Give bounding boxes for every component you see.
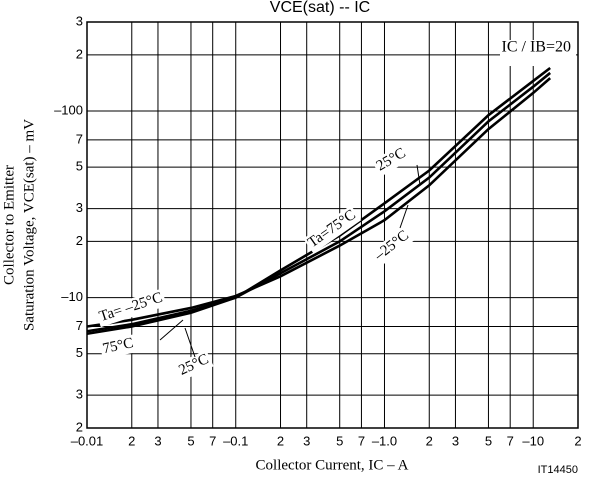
x-tick-label: 3 — [154, 433, 161, 448]
x-tick-label: 2 — [574, 433, 581, 448]
x-tick-label: 5 — [187, 433, 194, 448]
label-bg — [95, 288, 167, 328]
label-bg — [174, 349, 214, 382]
plot: –0.01 2 3 5 7 –0.1 2 3 5 7 –1.0 2 3 5 7 –10 22357–102357… — [54, 13, 582, 448]
y-tick-label: 2 — [76, 233, 83, 248]
x-tick-label: 2 — [277, 433, 284, 448]
legend-label: 75°C — [101, 335, 135, 357]
y-axis-label: Collector to Emitter — [1, 165, 17, 285]
y-tick-label: 5 — [76, 159, 83, 174]
x-tick-label: 7 — [209, 433, 216, 448]
x-tick-label: 5 — [485, 433, 492, 448]
y-tick-label: –100 — [54, 102, 83, 117]
series-line — [86, 66, 551, 336]
pointer — [399, 204, 409, 229]
plot-frame — [86, 21, 579, 429]
y-tick-label: 5 — [76, 345, 83, 360]
x-tick-label: –0.01 — [71, 433, 104, 448]
x-tick-label: 2 — [426, 433, 433, 448]
x-tick-label: 7 — [358, 433, 365, 448]
pointer — [159, 319, 184, 341]
label-bg — [99, 334, 138, 360]
y-tick-label: 2 — [76, 419, 83, 434]
label-bg — [369, 225, 416, 267]
pointer — [416, 164, 421, 186]
y-tick-label: 7 — [76, 131, 83, 146]
figure-code: IT14450 — [538, 464, 578, 476]
y-tick-label: 3 — [76, 13, 83, 28]
y-axis-label: Saturation Voltage, VCE(sat) – mV — [21, 119, 37, 331]
pointer — [184, 327, 196, 358]
condition: IC / IB=20 — [502, 39, 571, 56]
x-tick-label: 3 — [303, 433, 310, 448]
x-tick-label: 2 — [128, 433, 135, 448]
x-tick-label: 7 — [507, 433, 514, 448]
x-tick-label: –10 — [522, 433, 544, 448]
series-line — [86, 71, 551, 333]
x-axis-label: Collector Current, IC – A — [256, 457, 409, 473]
y-tick-label: 3 — [76, 387, 83, 402]
y-tick-label: 3 — [76, 200, 83, 215]
label-bg — [303, 205, 362, 254]
series-line — [86, 77, 552, 328]
y-tick-label: –10 — [61, 289, 83, 304]
x-tick-label: 5 — [336, 433, 343, 448]
x-tick-label: –0.1 — [223, 433, 248, 448]
condition-box — [500, 40, 576, 66]
label-bg — [371, 143, 412, 177]
x-tick-label: 3 — [452, 433, 459, 448]
y-tick-label: 2 — [76, 46, 83, 61]
x-tick-label: –1.0 — [372, 433, 397, 448]
chart-title: VCE(sat) -- IC — [270, 0, 370, 16]
y-tick-label: 7 — [76, 318, 83, 333]
